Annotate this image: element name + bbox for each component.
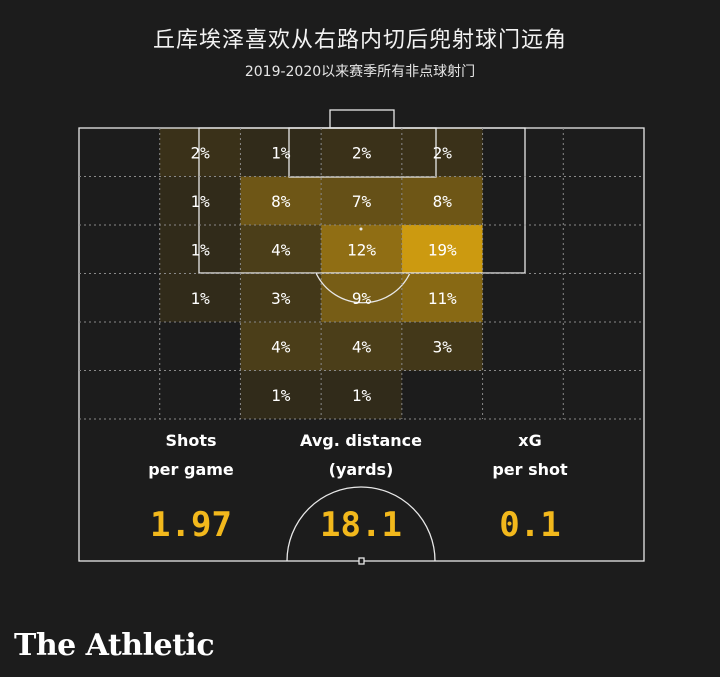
goal-frame bbox=[329, 109, 395, 129]
heatmap-cell bbox=[401, 176, 483, 225]
heatmap-cell bbox=[321, 322, 402, 371]
heatmap-cell-label: 4% bbox=[352, 337, 372, 356]
heatmap-cell-label: 19% bbox=[428, 240, 457, 259]
heatmap-cell-label: 2% bbox=[190, 143, 210, 162]
heatmap-cell-label: 2% bbox=[352, 143, 372, 162]
summary-stat: Shots per game 1.97 bbox=[148, 431, 234, 545]
heatmap-cell-label: 8% bbox=[433, 192, 453, 211]
heatmap-cell bbox=[321, 225, 402, 274]
heatmap-cell-label: 1% bbox=[190, 192, 210, 211]
heatmap-cell bbox=[159, 273, 241, 322]
stat-label-line1: xG bbox=[518, 431, 541, 450]
stat-value: 18.1 bbox=[320, 505, 402, 545]
heatmap-cell bbox=[321, 370, 402, 419]
stat-label-line2: per game bbox=[148, 460, 234, 479]
penalty-spot bbox=[359, 227, 363, 231]
heatmap-cell-label: 3% bbox=[271, 289, 291, 308]
heatmap-cell bbox=[321, 128, 402, 177]
summary-stat: xG per shot 0.1 bbox=[492, 431, 568, 545]
penalty-arc bbox=[315, 272, 411, 304]
stat-label-line2: per shot bbox=[492, 460, 568, 479]
chart-subtitle: 2019-2020以来赛季所有非点球射门 bbox=[244, 64, 476, 80]
summary-stats: Shots per game 1.97 Avg. distance (yards) 18.… bbox=[148, 431, 568, 545]
heatmap-cell bbox=[401, 273, 483, 322]
heatmap-cell-label: 8% bbox=[271, 192, 291, 211]
heatmap-cell bbox=[240, 225, 322, 274]
heatmap-cell bbox=[321, 176, 402, 225]
stat-label-line1: Avg. distance bbox=[300, 431, 422, 450]
summary-stat: Avg. distance (yards) 18.1 bbox=[300, 431, 422, 545]
heatmap-grid bbox=[79, 128, 644, 420]
heatmap-cell bbox=[159, 128, 241, 177]
heatmap-cell bbox=[240, 322, 322, 371]
heatmap-cell bbox=[401, 128, 483, 177]
heatmap-cell-label: 4% bbox=[271, 337, 291, 356]
heatmap-cell-label: 11% bbox=[428, 289, 457, 308]
heatmap-cell bbox=[159, 176, 241, 225]
stat-label-line1: Shots bbox=[165, 431, 216, 450]
heatmap-cell bbox=[159, 225, 241, 274]
heatmap-cell-label: 1% bbox=[271, 143, 291, 162]
heatmap-cell bbox=[240, 273, 322, 322]
centre-spot bbox=[358, 557, 365, 565]
stat-value: 0.1 bbox=[499, 505, 560, 545]
heatmap-cell bbox=[240, 176, 322, 225]
heatmap-cell bbox=[401, 225, 483, 274]
heatmap-cell-label: 3% bbox=[433, 337, 453, 356]
heatmap-cell-label: 4% bbox=[271, 240, 291, 259]
centre-circle-arc bbox=[286, 486, 436, 562]
stat-label-line2: (yards) bbox=[329, 460, 394, 479]
heatmap-cell bbox=[240, 370, 322, 419]
heatmap-cell-label: 1% bbox=[190, 240, 210, 259]
heatmap-cell-label: 9% bbox=[352, 289, 372, 308]
heatmap-cell-label: 1% bbox=[190, 289, 210, 308]
heatmap-cell bbox=[240, 128, 322, 177]
heatmap-cell bbox=[401, 322, 483, 371]
heatmap-cell-label: 12% bbox=[347, 240, 376, 259]
heatmap-cell-label: 1% bbox=[271, 386, 291, 405]
heatmap-cell bbox=[321, 273, 402, 322]
chart-title: 丘库埃泽喜欢从右路内切后兜射球门远角 bbox=[152, 28, 567, 53]
stat-value: 1.97 bbox=[150, 505, 232, 545]
pitch-lines bbox=[78, 109, 645, 565]
heatmap-cell-label: 2% bbox=[433, 143, 453, 162]
heatmap-labels: 2% 1% 2% 2% 1% 8% 7% 8% 1% 4% 12% 19% 1% 3% 9% 11% 4% 4% 3… bbox=[190, 143, 457, 405]
heatmap-cell-label: 1% bbox=[352, 386, 372, 405]
heatmap-cell-label: 7% bbox=[352, 192, 372, 211]
heatmap-cells bbox=[159, 128, 483, 419]
brand-logo: The Athletic bbox=[14, 628, 215, 663]
